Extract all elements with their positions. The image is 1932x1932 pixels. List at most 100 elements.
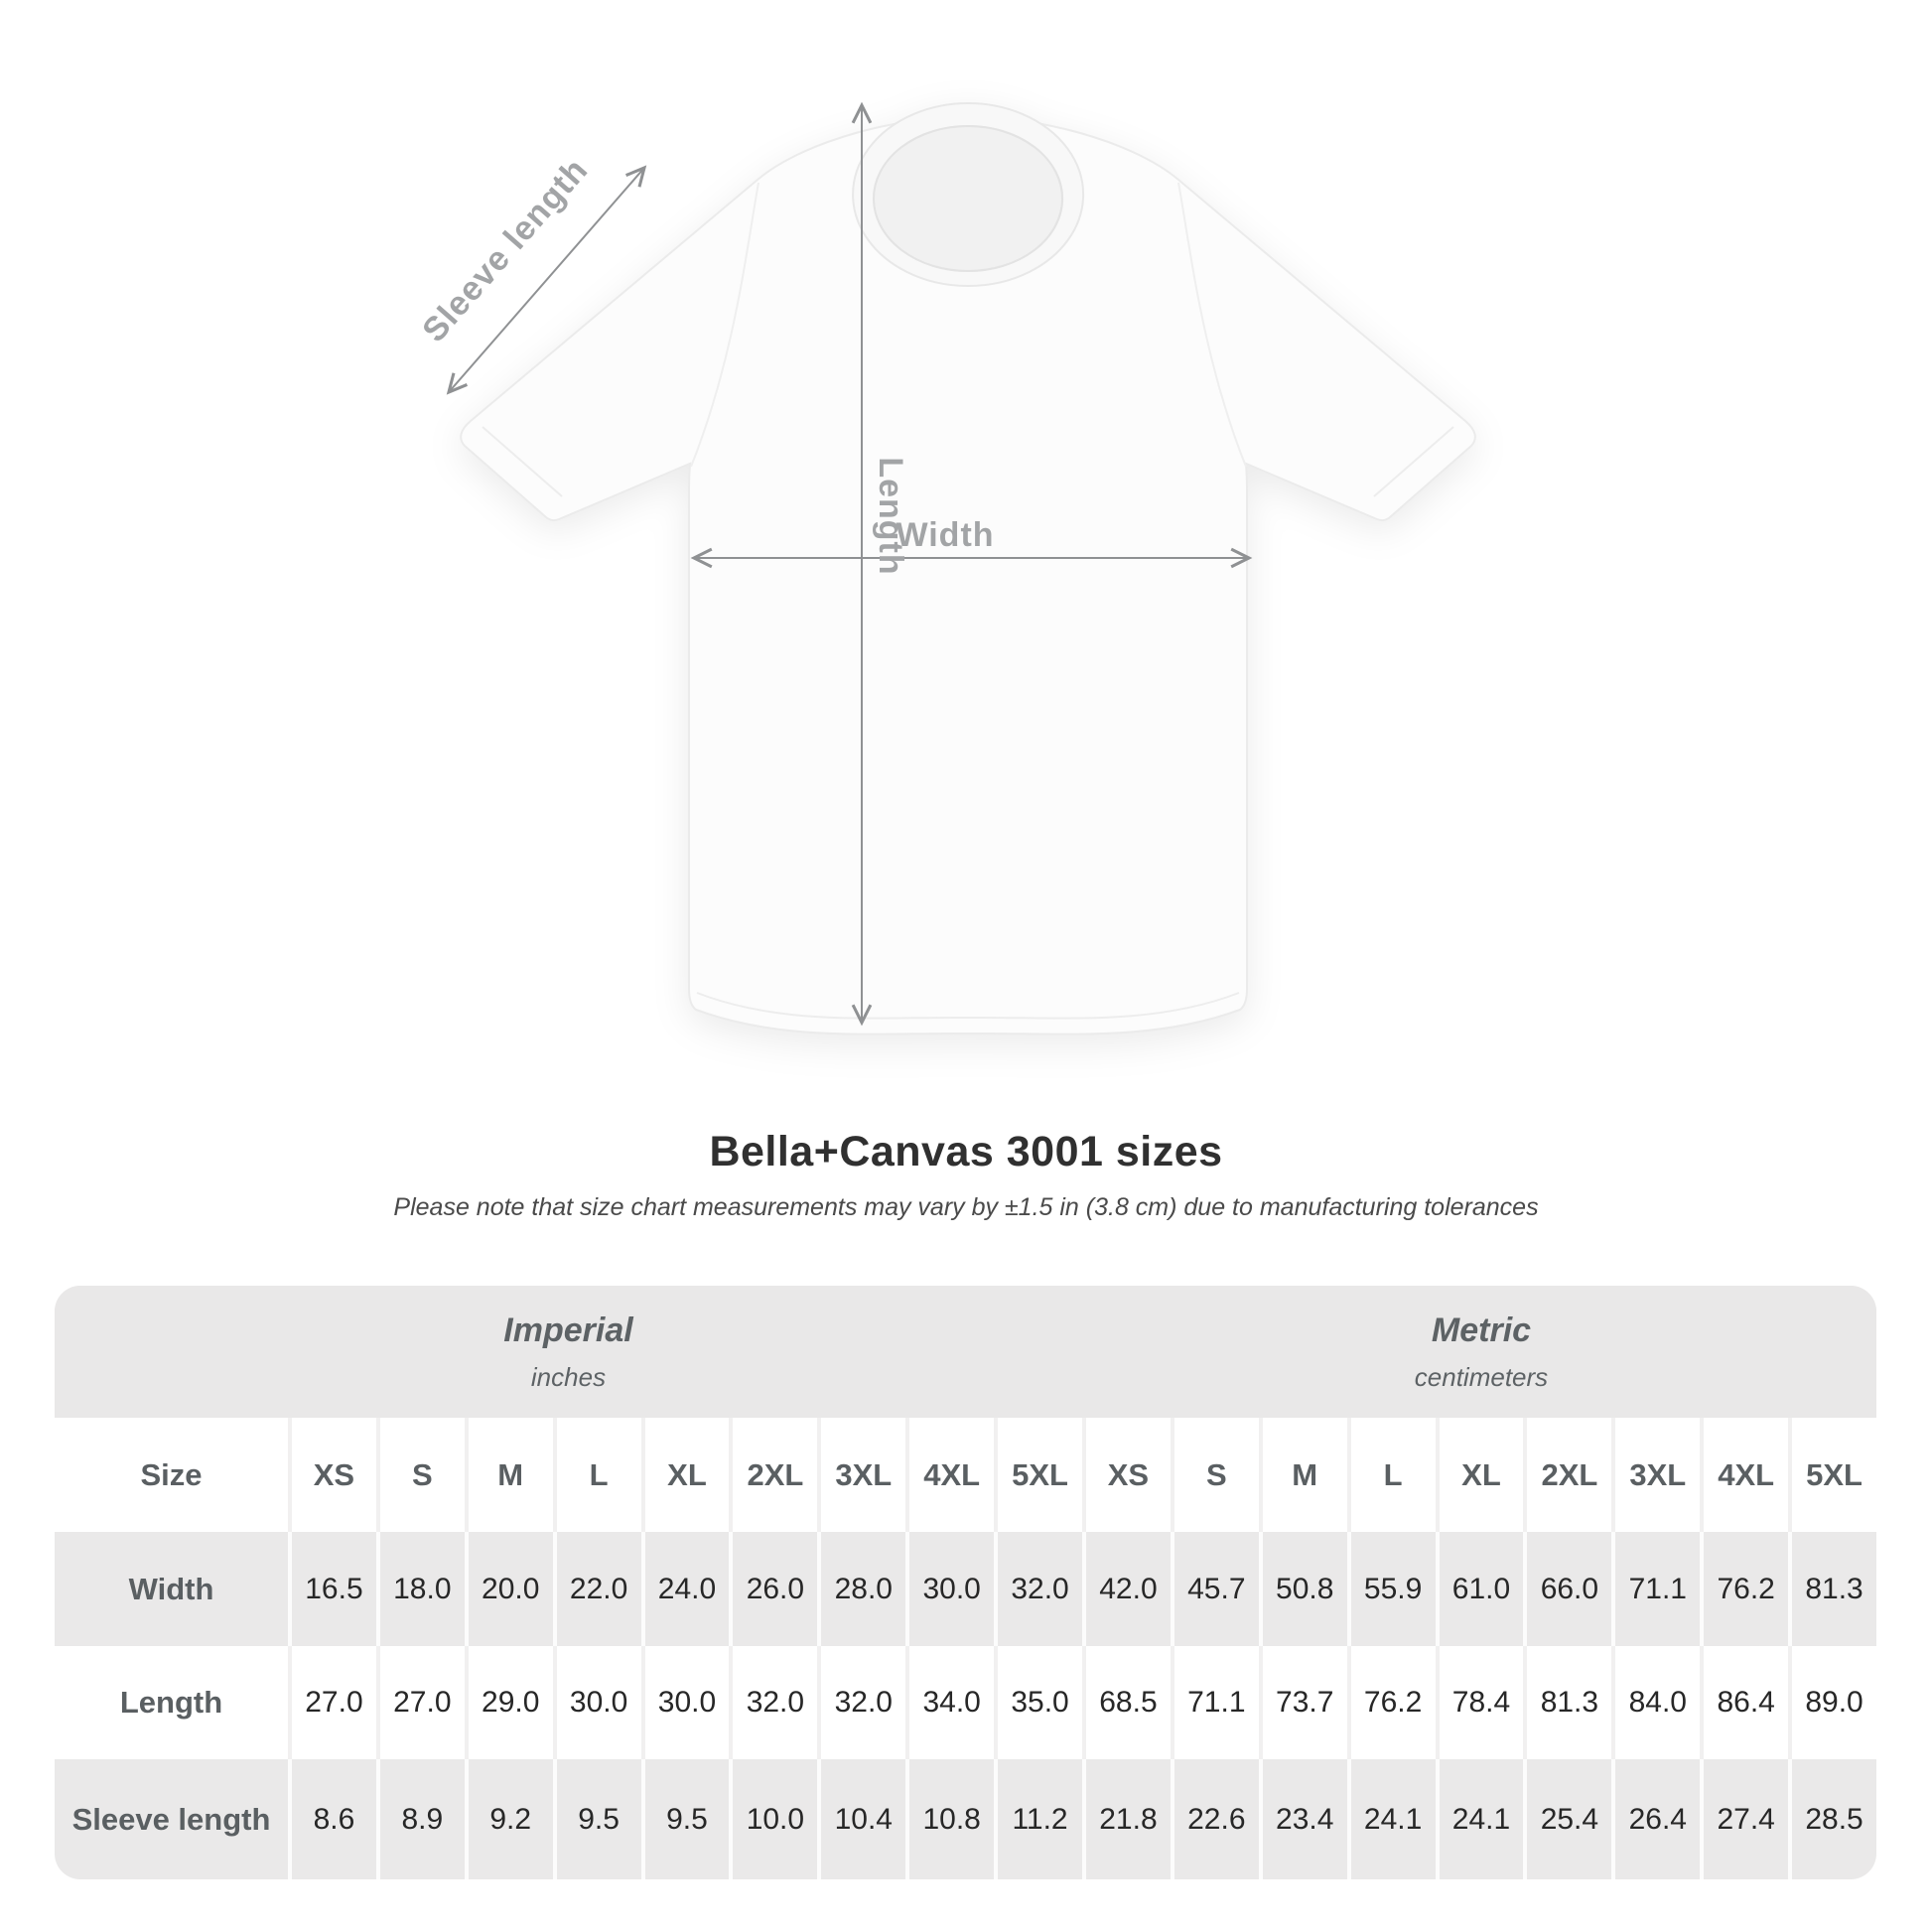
width-imperial-4xl: 30.0 <box>909 1532 995 1646</box>
length-metric-xl: 78.4 <box>1439 1646 1524 1759</box>
size-header-imperial-xl: XL <box>644 1418 730 1532</box>
width-imperial-5xl: 32.0 <box>998 1532 1082 1646</box>
size-header-metric-5xl: 5XL <box>1792 1418 1876 1532</box>
sleeve-length-label: Sleeve length <box>415 151 596 349</box>
length-metric-2xl: 81.3 <box>1527 1646 1612 1759</box>
size-header-metric-2xl: 2XL <box>1527 1418 1612 1532</box>
width-metric-xs: 42.0 <box>1085 1532 1171 1646</box>
width-metric-2xl: 66.0 <box>1527 1532 1612 1646</box>
size-header-imperial-5xl: 5XL <box>998 1418 1082 1532</box>
sleeve-imperial-xs: 8.6 <box>292 1759 376 1879</box>
sleeve-metric-xs: 21.8 <box>1085 1759 1171 1879</box>
sleeve-metric-m: 23.4 <box>1262 1759 1347 1879</box>
length-metric-l: 76.2 <box>1350 1646 1436 1759</box>
width-imperial-3xl: 28.0 <box>821 1532 906 1646</box>
collar-opening <box>873 125 1063 272</box>
width-metric-4xl: 76.2 <box>1704 1532 1789 1646</box>
size-header-metric-3xl: 3XL <box>1615 1418 1701 1532</box>
size-header-imperial-s: S <box>379 1418 465 1532</box>
sleeve-imperial-5xl: 11.2 <box>998 1759 1082 1879</box>
length-imperial-5xl: 35.0 <box>998 1646 1082 1759</box>
metric-label: Metric <box>1431 1311 1532 1349</box>
sleeve-metric-4xl: 27.4 <box>1704 1759 1789 1879</box>
tshirt-body <box>460 116 1476 1035</box>
right-cuff-seam <box>1373 426 1454 497</box>
length-imperial-l: 30.0 <box>556 1646 641 1759</box>
sleeve-metric-xl: 24.1 <box>1439 1759 1524 1879</box>
row-label-length: Length <box>55 1646 288 1759</box>
width-metric-m: 50.8 <box>1262 1532 1347 1646</box>
tshirt-measurement-diagram: Sleeve length Length Width <box>415 101 1476 1035</box>
width-metric-5xl: 81.3 <box>1792 1532 1876 1646</box>
hem-stitch <box>696 992 1240 1020</box>
length-imperial-4xl: 34.0 <box>909 1646 995 1759</box>
page-title: Bella+Canvas 3001 sizes <box>709 1128 1223 1175</box>
sleeve-imperial-m: 9.2 <box>468 1759 553 1879</box>
length-metric-3xl: 84.0 <box>1615 1646 1701 1759</box>
width-imperial-s: 18.0 <box>379 1532 465 1646</box>
width-label: Width <box>896 516 994 554</box>
sleeve-imperial-l: 9.5 <box>556 1759 641 1879</box>
sleeve-length-arrow <box>446 165 647 395</box>
sleeve-imperial-2xl: 10.0 <box>733 1759 818 1879</box>
sleeve-metric-2xl: 25.4 <box>1527 1759 1612 1879</box>
width-imperial-m: 20.0 <box>468 1532 553 1646</box>
length-imperial-s: 27.0 <box>379 1646 465 1759</box>
sleeve-imperial-4xl: 10.8 <box>909 1759 995 1879</box>
width-metric-l: 55.9 <box>1350 1532 1436 1646</box>
sleeve-imperial-s: 8.9 <box>379 1759 465 1879</box>
size-header-metric-s: S <box>1173 1418 1259 1532</box>
unit-group-imperial: Imperial inches <box>55 1286 1082 1418</box>
sleeve-metric-5xl: 28.5 <box>1792 1759 1876 1879</box>
length-metric-s: 71.1 <box>1173 1646 1259 1759</box>
tshirt-image <box>460 102 1476 1035</box>
size-header-metric-l: L <box>1350 1418 1436 1532</box>
size-header-imperial-l: L <box>556 1418 641 1532</box>
size-header-imperial-m: M <box>468 1418 553 1532</box>
length-label: Length <box>872 457 909 575</box>
width-imperial-2xl: 26.0 <box>733 1532 818 1646</box>
length-imperial-m: 29.0 <box>468 1646 553 1759</box>
sleeve-imperial-xl: 9.5 <box>644 1759 730 1879</box>
size-header-metric-xs: XS <box>1085 1418 1171 1532</box>
width-metric-s: 45.7 <box>1173 1532 1259 1646</box>
length-imperial-3xl: 32.0 <box>821 1646 906 1759</box>
sleeve-metric-s: 22.6 <box>1173 1759 1259 1879</box>
length-imperial-2xl: 32.0 <box>733 1646 818 1759</box>
size-header-metric-xl: XL <box>1439 1418 1524 1532</box>
length-imperial-xs: 27.0 <box>292 1646 376 1759</box>
right-sleeve-seam <box>1177 182 1247 468</box>
tshirt-diagram-svg: Sleeve length Length Width <box>415 101 1476 1035</box>
sleeve-metric-l: 24.1 <box>1350 1759 1436 1879</box>
length-metric-5xl: 89.0 <box>1792 1646 1876 1759</box>
width-metric-xl: 61.0 <box>1439 1532 1524 1646</box>
size-table: Imperial inches Metric centimeters Size … <box>55 1286 1876 1879</box>
size-header-metric-m: M <box>1262 1418 1347 1532</box>
width-imperial-l: 22.0 <box>556 1532 641 1646</box>
size-header-imperial-3xl: 3XL <box>821 1418 906 1532</box>
unit-group-metric: Metric centimeters <box>1085 1286 1876 1418</box>
sleeve-metric-3xl: 26.4 <box>1615 1759 1701 1879</box>
left-sleeve-seam <box>690 182 759 468</box>
left-cuff-seam <box>482 426 563 497</box>
imperial-unit: inches <box>530 1361 607 1392</box>
row-label-width: Width <box>55 1532 288 1646</box>
size-header-imperial-4xl: 4XL <box>909 1418 995 1532</box>
sleeve-imperial-3xl: 10.4 <box>821 1759 906 1879</box>
size-header-imperial-2xl: 2XL <box>733 1418 818 1532</box>
length-metric-m: 73.7 <box>1262 1646 1347 1759</box>
length-imperial-xl: 30.0 <box>644 1646 730 1759</box>
page-subtitle: Please note that size chart measurements… <box>393 1193 1539 1221</box>
size-header-metric-4xl: 4XL <box>1704 1418 1789 1532</box>
width-imperial-xs: 16.5 <box>292 1532 376 1646</box>
size-header-imperial-xs: XS <box>292 1418 376 1532</box>
imperial-label: Imperial <box>503 1311 633 1349</box>
row-label-sleeve-length: Sleeve length <box>55 1759 288 1879</box>
size-column-header: Size <box>55 1418 288 1532</box>
width-imperial-xl: 24.0 <box>644 1532 730 1646</box>
length-metric-xs: 68.5 <box>1085 1646 1171 1759</box>
metric-unit: centimeters <box>1414 1361 1549 1392</box>
width-metric-3xl: 71.1 <box>1615 1532 1701 1646</box>
measurement-annotations <box>446 101 1253 1027</box>
length-metric-4xl: 86.4 <box>1704 1646 1789 1759</box>
